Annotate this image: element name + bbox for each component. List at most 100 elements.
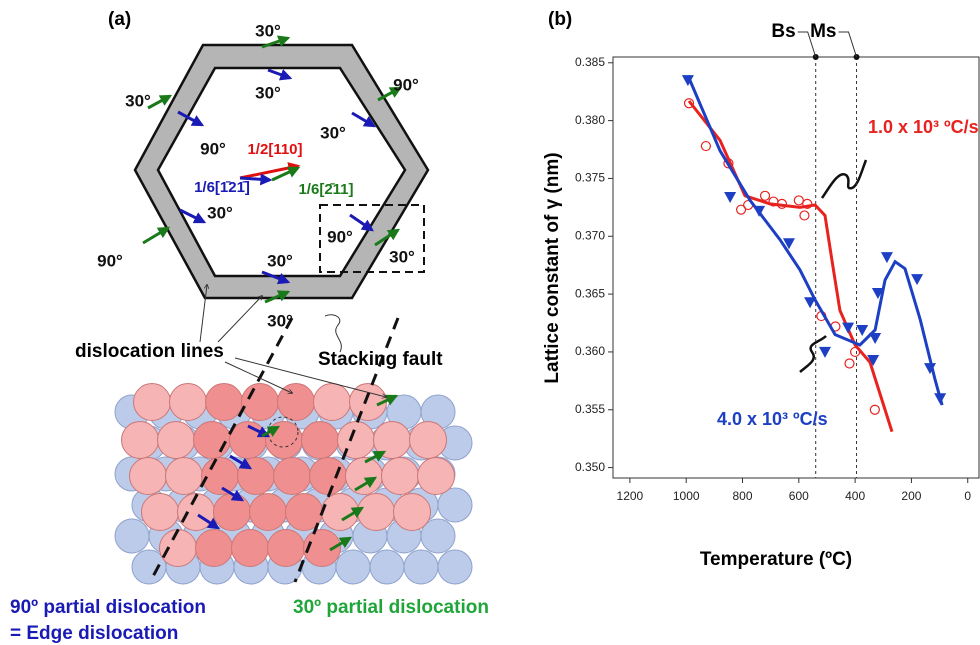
x-tick-label: 0 [964,489,971,503]
break-mark [800,336,826,372]
arrow [350,215,372,230]
x-tick-label: 600 [789,489,809,503]
angle-label: 30° [125,91,151,110]
series-label: 1.0 x 10³ ºC/s [868,117,979,137]
atom-front [394,494,431,531]
atom-front [268,530,305,567]
x-tick-label: 200 [901,489,921,503]
x-tick-label: 800 [732,489,752,503]
data-point [724,192,736,203]
vector-label: 1/6[2̄11] [298,181,353,198]
x-tick-label: 400 [845,489,865,503]
y-tick-label: 0.360 [575,344,605,358]
chart-title: (b) [548,9,572,30]
angle-label: 30° [255,21,281,40]
atom-back [438,550,472,584]
atom-front [202,458,239,495]
callout: Stacking fault [318,349,443,370]
atom-front [358,494,395,531]
arrow [148,96,170,108]
atom-front [338,422,375,459]
x-tick-label: 1000 [673,489,700,503]
data-point [845,359,854,368]
vector-label: 1/2[110] [247,141,302,158]
data-point [881,252,893,263]
data-point [911,274,923,285]
atom-front [122,422,159,459]
series-label: 4.0 x 10³ ºC/s [717,409,828,429]
angle-label: 90° [200,139,226,158]
label-leader [839,32,857,57]
atom-front [196,530,233,567]
legend-text: 90º partial dislocation [10,597,206,618]
atom-back [370,550,404,584]
squiggle [325,315,341,352]
atom-front [142,494,179,531]
y-tick-label: 0.375 [575,171,605,185]
data-point [934,393,946,404]
data-point [794,196,803,205]
atom-front [418,458,455,495]
atom-front [158,422,195,459]
atom-back [336,550,370,584]
data-point [701,142,710,151]
data-point [851,347,860,356]
callout-arrows [200,285,386,397]
atom-front [382,458,419,495]
y-tick-label: 0.370 [575,228,605,242]
legend-text: 30º partial dislocation [293,597,489,618]
x-tick-label: 1200 [617,489,644,503]
atom-front [194,422,231,459]
data-point [819,347,831,358]
figure: (a) 30° 30° 30° 90° 90° 30° 30° 90° 90° … [0,0,980,645]
data-point [753,206,765,217]
data-point [870,405,879,414]
y-tick-label: 0.385 [575,55,605,69]
atom-front [166,458,203,495]
atom-front [250,494,287,531]
callout: dislocation lines [75,341,224,362]
panel-a: (a) 30° 30° 30° 90° 90° 30° 30° 90° 90° … [10,9,489,644]
angle-label: 30° [389,247,415,266]
vector-label: 1/6[1̄21̄] [194,179,250,196]
atom-back [115,519,149,553]
atom-front [274,458,311,495]
y-tick-label: 0.355 [575,402,605,416]
arrow [218,296,262,342]
atom-front [242,384,279,421]
break-mark [822,160,866,198]
atom-front [206,384,243,421]
atom-front [170,384,207,421]
data-point [804,297,816,308]
reference-label: Ms [810,21,836,42]
panel-label: (a) [108,9,131,30]
atom-front [410,422,447,459]
data-point [856,325,868,336]
y-tick-label: 0.365 [575,286,605,300]
data-point [869,333,881,344]
arrow [268,70,290,78]
legend-text: = Edge dislocation [10,623,178,644]
angle-label: 90° [327,227,353,246]
atom-front [160,530,197,567]
atom-front [266,422,303,459]
angle-label: 30° [255,83,281,102]
arrow [143,228,168,243]
reference-label: Bs [771,21,795,42]
atom-front [232,530,269,567]
atom-front [302,422,339,459]
y-axis-title: Lattice constant of γ (nm) [542,152,563,383]
angle-label: 90° [393,75,419,94]
atom-front [314,384,351,421]
atom-front [134,384,171,421]
data-point [842,323,854,334]
y-tick-label: 0.350 [575,460,605,474]
atom-front [130,458,167,495]
atom-front [346,458,383,495]
panel-b: (b) Temperature (ºC) Lattice constant of… [542,9,979,570]
x-axis-title: Temperature (ºC) [700,549,852,570]
atom-front [310,458,347,495]
atom-back [404,550,438,584]
angle-label: 30° [320,123,346,142]
data-point [761,191,770,200]
